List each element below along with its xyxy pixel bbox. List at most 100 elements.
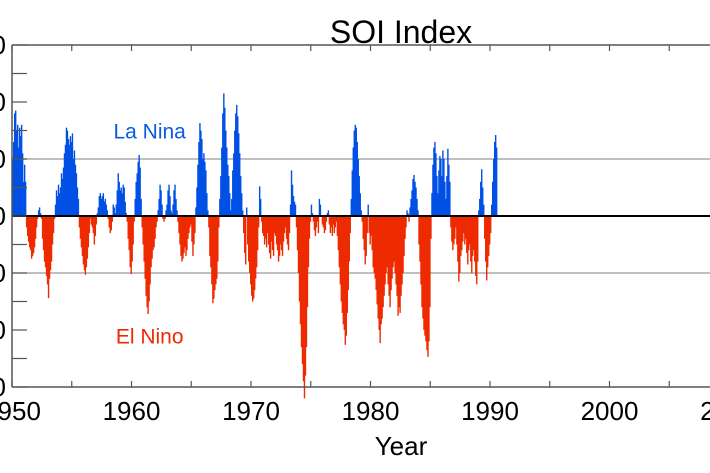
bar-negative: [486, 216, 488, 281]
bar-positive: [232, 170, 234, 216]
x-axis: 1950 1960 1970 1980 1990 2000 2010: [0, 45, 710, 426]
bar-positive: [493, 141, 496, 216]
bar-negative: [467, 216, 469, 265]
bar-positive: [169, 196, 171, 216]
bar-positive: [352, 147, 354, 216]
bar-negative: [399, 216, 401, 313]
bar-negative: [274, 216, 277, 236]
bar-negative: [248, 216, 250, 262]
bar-positive: [121, 193, 123, 216]
bar-negative: [309, 216, 312, 222]
bar-positive: [416, 198, 418, 216]
bar-negative: [109, 216, 111, 234]
bar-negative: [459, 216, 461, 273]
bar-positive: [319, 204, 322, 216]
bar-negative: [275, 216, 278, 245]
bar-negative: [50, 216, 53, 262]
bar-positive: [104, 198, 107, 216]
bar-negative: [156, 216, 158, 222]
bar-negative: [252, 216, 254, 302]
bar-positive: [106, 210, 108, 216]
bar-positive: [74, 164, 77, 216]
bar-positive: [290, 170, 293, 216]
bar-positive: [494, 135, 497, 216]
bar-negative: [306, 216, 309, 308]
bars: [12, 93, 498, 399]
bar-negative: [331, 216, 334, 236]
bar-positive: [16, 124, 19, 216]
bar-positive: [140, 198, 142, 216]
bar-negative: [78, 216, 81, 228]
bar-negative: [253, 216, 256, 291]
bar-positive: [351, 170, 353, 216]
bar-negative: [251, 216, 253, 296]
bar-negative: [332, 216, 335, 225]
bar-positive: [195, 207, 197, 216]
bar-positive: [202, 159, 204, 216]
bar-negative: [249, 216, 251, 273]
bar-negative: [184, 216, 186, 248]
bar-negative: [454, 216, 456, 239]
bar-negative: [338, 216, 341, 268]
bar-negative: [420, 216, 422, 285]
bar-negative: [346, 216, 348, 313]
bar-negative: [87, 216, 90, 248]
x-tick-label: 1950: [0, 396, 41, 426]
bar-positive: [168, 184, 170, 216]
bar-negative: [301, 216, 304, 365]
bar-negative: [278, 216, 281, 256]
bar-negative: [179, 216, 181, 245]
bar-positive: [414, 181, 416, 216]
bar-positive: [114, 213, 116, 216]
bar-negative: [243, 216, 245, 234]
bar-negative: [281, 216, 284, 256]
bar-negative: [183, 216, 185, 254]
bar-negative: [128, 216, 130, 251]
bar-negative: [53, 216, 56, 219]
bar-negative: [325, 216, 328, 222]
bar-positive: [227, 164, 229, 216]
bar-positive: [234, 130, 236, 216]
y-tick-label: 0.0: [0, 201, 6, 231]
bar-positive: [360, 210, 362, 216]
bar-negative: [282, 216, 285, 242]
bar-negative: [384, 216, 386, 285]
bar-positive: [435, 153, 437, 216]
bar-positive: [431, 193, 433, 216]
bar-negative: [270, 216, 273, 242]
bar-positive: [440, 159, 442, 216]
bar-negative: [163, 216, 165, 222]
bar-positive: [157, 210, 159, 216]
bar-negative: [164, 216, 166, 219]
bar-negative: [146, 216, 148, 308]
bar-negative: [378, 216, 380, 330]
bar-negative: [85, 216, 88, 268]
bar-negative: [147, 216, 149, 315]
bar-positive: [97, 207, 100, 216]
y-tick-label: 3.0: [0, 30, 6, 60]
bar-positive: [198, 141, 200, 216]
bar-positive: [491, 204, 493, 216]
bar-negative: [421, 216, 423, 308]
bar-positive: [99, 193, 102, 216]
bar-positive: [353, 130, 355, 216]
bar-negative: [386, 216, 388, 268]
bar-positive: [228, 176, 230, 216]
bar-negative: [471, 216, 473, 273]
bar-positive: [55, 190, 58, 216]
bar-positive: [221, 147, 223, 216]
bar-positive: [367, 204, 369, 216]
bar-negative: [405, 216, 407, 228]
bar-negative: [111, 216, 113, 222]
bar-positive: [482, 187, 484, 216]
bar-positive: [19, 136, 22, 216]
bar-positive: [138, 155, 140, 216]
bar-positive: [409, 207, 411, 216]
bar-positive: [112, 204, 114, 216]
bar-positive: [432, 164, 434, 216]
bar-negative: [149, 216, 151, 285]
bar-positive: [358, 176, 360, 216]
bar-negative: [214, 216, 216, 291]
bar-positive: [412, 178, 414, 216]
bar-negative: [154, 216, 156, 239]
